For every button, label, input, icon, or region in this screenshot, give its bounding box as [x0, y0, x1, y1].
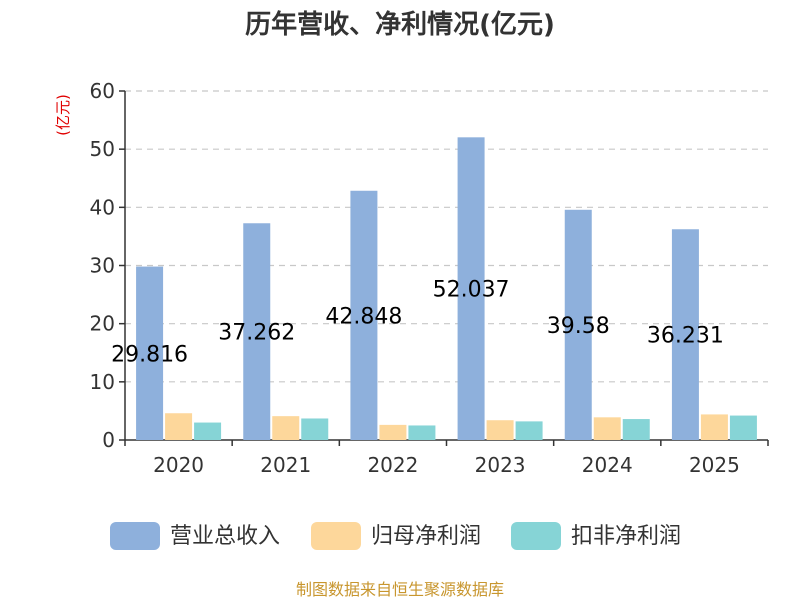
bar-2-2022	[379, 424, 407, 440]
chart-title: 历年营收、净利情况(亿元)	[245, 9, 555, 40]
bar-1-2023	[457, 137, 485, 440]
legend-swatch	[110, 522, 160, 550]
bar-3-2025	[729, 415, 757, 440]
data-label: 29.816	[111, 342, 188, 367]
bar-2-2025	[700, 414, 728, 440]
data-label: 39.58	[547, 314, 610, 339]
source-note: 制图数据来自恒生聚源数据库	[296, 580, 504, 599]
x-tick-label: 2021	[260, 453, 311, 477]
data-label: 36.231	[647, 324, 724, 349]
bars	[136, 137, 757, 440]
bar-2-2023	[486, 420, 514, 440]
y-tick-label: 60	[90, 79, 115, 103]
bar-1-2020	[136, 266, 164, 440]
y-tick-label: 50	[90, 137, 115, 161]
bar-3-2022	[408, 425, 436, 440]
bar-3-2024	[622, 419, 650, 440]
x-tick-label: 2022	[367, 453, 418, 477]
y-tick-label: 30	[90, 254, 115, 278]
bar-1-2021	[243, 223, 271, 440]
grid-lines	[125, 90, 768, 383]
bar-3-2023	[515, 421, 543, 440]
bar-2-2024	[593, 417, 621, 440]
x-tick-label: 2023	[475, 453, 526, 477]
bar-3-2020	[194, 422, 222, 440]
bar-1-2025	[671, 229, 699, 440]
y-unit-label: (亿元)	[54, 94, 72, 136]
x-tick-label: 2024	[582, 453, 633, 477]
data-label: 37.262	[218, 321, 295, 346]
data-label: 42.848	[325, 304, 402, 329]
bar-1-2022	[350, 190, 378, 440]
data-labels: 29.816 37.262 42.848 52.037 39.58 36.231	[111, 278, 724, 368]
bar-2-2020	[165, 413, 193, 440]
y-tick-label: 40	[90, 195, 115, 219]
legend-label: 扣非净利润	[571, 524, 681, 549]
legend-label: 营业总收入	[170, 524, 280, 549]
bar-2-2021	[272, 416, 300, 440]
legend-swatch	[311, 522, 361, 550]
y-tick-label: 20	[90, 312, 115, 336]
axes: 0 10 20 30 40 50 60 2020 2021 2022 2023 2024 2025	[90, 79, 769, 477]
y-tick-label: 0	[102, 428, 115, 452]
bar-3-2021	[301, 418, 329, 440]
y-tick-label: 10	[90, 370, 115, 394]
x-tick-label: 2020	[153, 453, 204, 477]
legend: 营业总收入 归母净利润 扣非净利润	[110, 522, 681, 550]
legend-swatch	[511, 522, 561, 550]
legend-label: 归母净利润	[371, 524, 481, 549]
x-tick-label: 2025	[689, 453, 740, 477]
bar-1-2024	[564, 209, 592, 440]
data-label: 52.037	[433, 278, 510, 303]
